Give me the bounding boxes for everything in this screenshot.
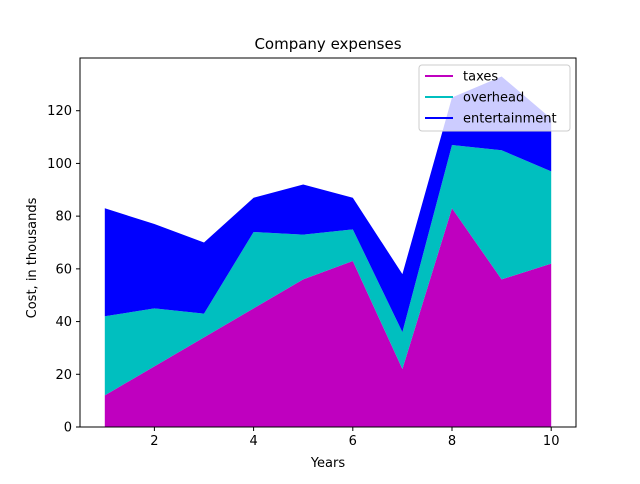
- y-axis-ticks: 0 20 40 60 80 100 120: [47, 104, 80, 436]
- legend-box: [418, 64, 571, 132]
- legend-label-taxes: taxes: [463, 70, 498, 85]
- y-tick-label: 100: [47, 157, 72, 172]
- x-tick-label: 8: [448, 434, 456, 449]
- y-tick-label: 120: [47, 104, 72, 119]
- x-tick-label: 2: [150, 434, 158, 449]
- x-axis-ticks: 2 4 6 8 10: [150, 427, 559, 449]
- legend-label-entertainment: entertainment: [463, 112, 557, 127]
- legend-label-overhead: overhead: [463, 91, 524, 106]
- y-axis-label: Cost, in thousands: [25, 197, 40, 318]
- x-tick-label: 6: [349, 434, 357, 449]
- area-taxes: [104, 208, 552, 427]
- area-overhead: [104, 144, 552, 396]
- y-tick-label: 20: [55, 368, 72, 383]
- legend: taxes overhead entertainment: [418, 64, 571, 132]
- areas-layer: [104, 76, 552, 427]
- y-tick-label: 0: [64, 421, 72, 436]
- y-tick-label: 40: [55, 315, 72, 330]
- y-tick-label: 80: [55, 210, 72, 225]
- x-axis-label: Years: [310, 456, 346, 471]
- area-entertainment: [104, 76, 552, 333]
- x-tick-label: 4: [249, 434, 257, 449]
- x-tick-label: 10: [543, 434, 560, 449]
- plot-frame: [79, 57, 577, 428]
- y-tick-label: 60: [55, 262, 72, 277]
- chart-title: Company expenses: [254, 35, 401, 53]
